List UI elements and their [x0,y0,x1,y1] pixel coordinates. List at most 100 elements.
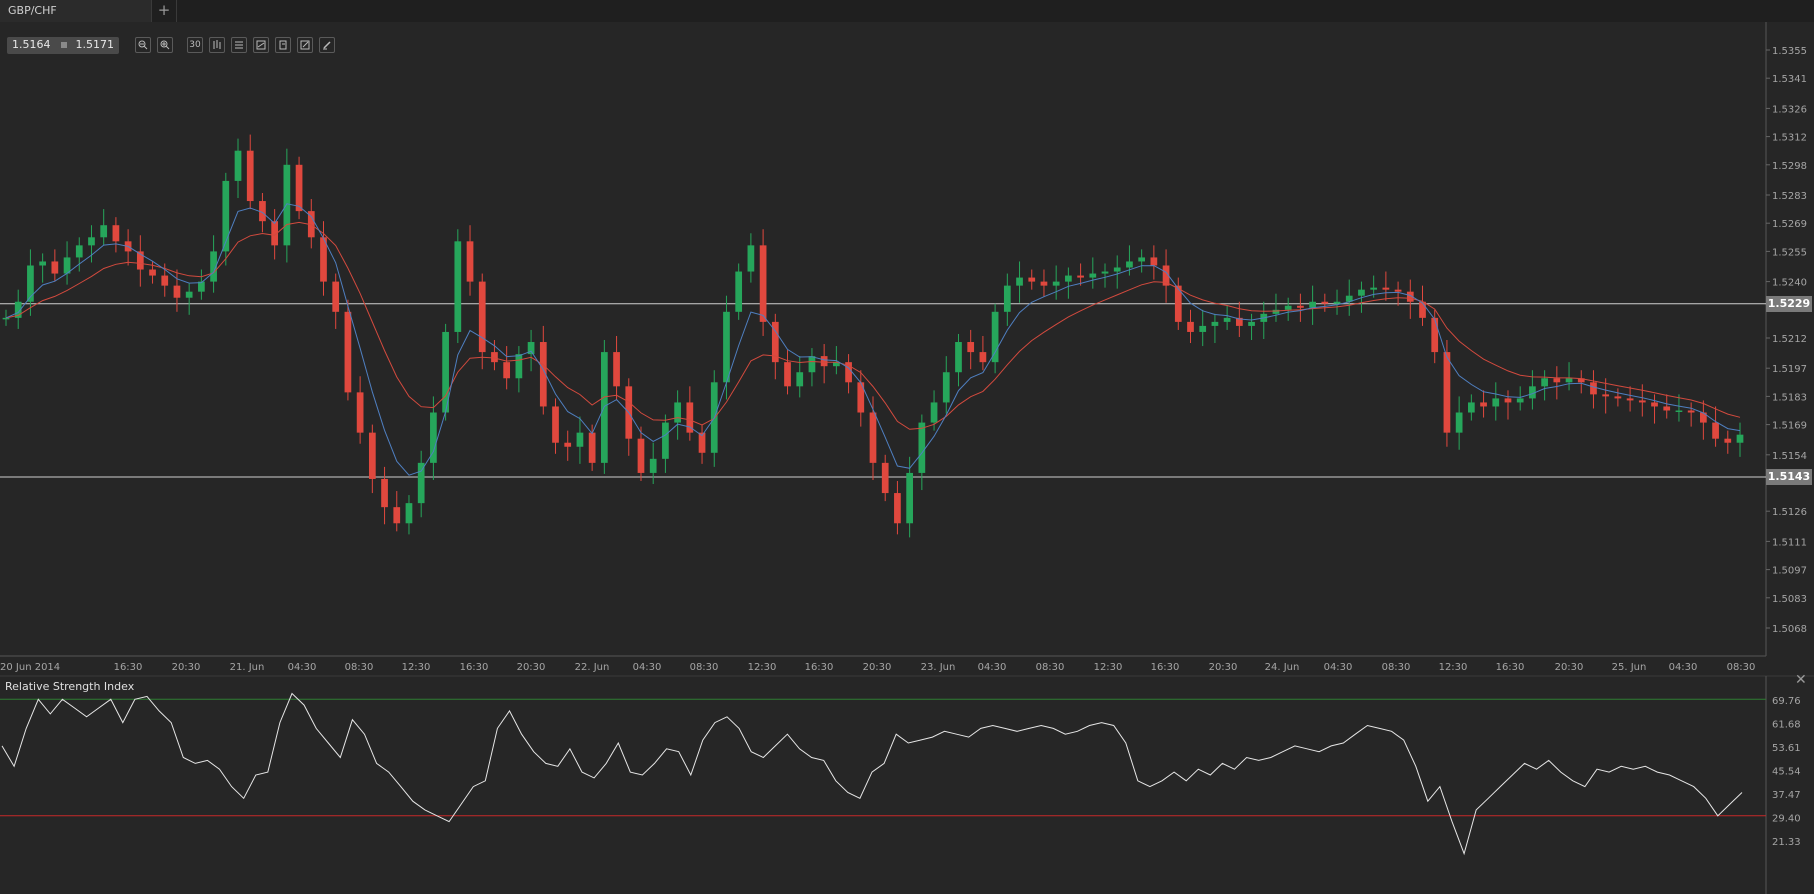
candle-body [368,432,376,479]
candle-body [1028,277,1036,282]
candle-body [1297,305,1304,308]
candle-body [1101,271,1109,274]
candle-body [1590,382,1597,395]
time-tick-label: 24. Jun [1265,662,1300,673]
time-tick-label: 08:30 [345,662,374,673]
candle-body [1467,402,1475,413]
price-panel [0,22,1766,656]
candle-body [1553,378,1561,383]
price-tick-label: 1.5212 [1772,334,1807,345]
candle-body [820,356,828,367]
candle-body [1382,287,1390,290]
price-tick-label: 1.5298 [1772,161,1807,172]
candle-body [784,362,791,387]
candle-body [1223,317,1231,322]
candle-body [1736,434,1744,443]
candle-body [1089,273,1097,278]
candle-body [1480,402,1487,407]
candle-body [1138,257,1146,262]
price-tick-label: 1.5097 [1772,566,1807,577]
candle-body [1040,281,1048,286]
time-tick-label: 08:30 [1382,662,1411,673]
candle-body [198,281,205,292]
time-tick-label: 08:30 [1727,662,1756,673]
edit-icon[interactable] [297,37,313,53]
candle-body [576,432,584,447]
time-tick-label: 20:30 [517,662,546,673]
candle-body [1419,301,1426,318]
price-tick-label: 1.5183 [1772,392,1807,403]
price-line-label-lower: 1.5143 [1766,468,1812,485]
candle-body [1016,277,1023,286]
candle-body [1162,265,1170,286]
price-tick-label: 1.5068 [1772,624,1807,635]
time-tick-label: 16:30 [460,662,489,673]
candle-body [1614,396,1622,399]
candle-body [539,342,547,407]
candle-body [1651,402,1658,407]
candle-body [283,164,291,246]
time-tick-label: 04:30 [1324,662,1353,673]
price-tick-label: 1.5083 [1772,594,1807,605]
pen-icon[interactable] [319,37,335,53]
candle-body [1174,285,1182,322]
drawing-icon[interactable] [253,37,269,53]
price-line-label-upper: 1.5229 [1766,295,1812,312]
candle-body [613,352,620,387]
candle-body [1675,410,1683,412]
rsi-tick-label: 29.40 [1772,814,1801,825]
time-tick-label: 20:30 [1209,662,1238,673]
time-tick-label: 12:30 [402,662,431,673]
rsi-title: Relative Strength Index [5,680,135,693]
candle-body [1187,321,1194,332]
candle-body [1052,281,1060,286]
timeframe-icon[interactable]: 30 [187,37,203,53]
tab-bar: GBP/CHF + [0,0,1814,22]
candle-body [478,281,486,353]
candle-body [173,285,181,298]
candle-body [1370,287,1378,290]
zoom-out-icon[interactable] [135,37,151,53]
candle-body [393,507,401,524]
candle-body [796,372,804,387]
tab-gbpchf[interactable]: GBP/CHF [0,0,152,22]
candle-body [1126,261,1133,268]
chart-type-icon[interactable] [209,37,225,53]
time-tick-label: 21. Jun [230,662,265,673]
rsi-tick-label: 45.54 [1772,767,1801,778]
candle-body [1248,321,1255,326]
candle-body [1443,352,1451,433]
candle-body [88,237,95,246]
candle-body [1700,412,1707,423]
zoom-in-icon[interactable] [157,37,173,53]
template-icon[interactable] [275,37,291,53]
candle-body [1455,412,1463,433]
candle-body [344,311,352,393]
time-tick-label: 04:30 [978,662,1007,673]
close-icon[interactable]: ✕ [1795,672,1807,688]
time-tick-label: 23. Jun [921,662,956,673]
candle-body [1065,275,1072,282]
time-tick-label: 16:30 [1151,662,1180,673]
rsi-tick-label: 69.76 [1772,696,1801,707]
candle-body [1394,289,1402,292]
candle-body [100,225,108,238]
candle-body [1541,378,1548,387]
price-tick-label: 1.5240 [1772,278,1807,289]
time-tick-label: 12:30 [1439,662,1468,673]
candle-body [527,342,535,355]
time-tick-label: 20:30 [1555,662,1584,673]
candle-body [2,317,10,320]
price-tick-label: 1.5126 [1772,507,1807,518]
candle-body [1358,289,1365,296]
candle-body [51,261,59,274]
candle-body [503,362,511,379]
candle-body [515,354,523,379]
indicators-icon[interactable] [231,37,247,53]
candle-body [1492,398,1500,407]
candle-body [210,251,217,282]
add-tab-button[interactable]: + [152,0,177,22]
candle-body [1113,267,1121,272]
time-tick-label: 25. Jun [1612,662,1647,673]
